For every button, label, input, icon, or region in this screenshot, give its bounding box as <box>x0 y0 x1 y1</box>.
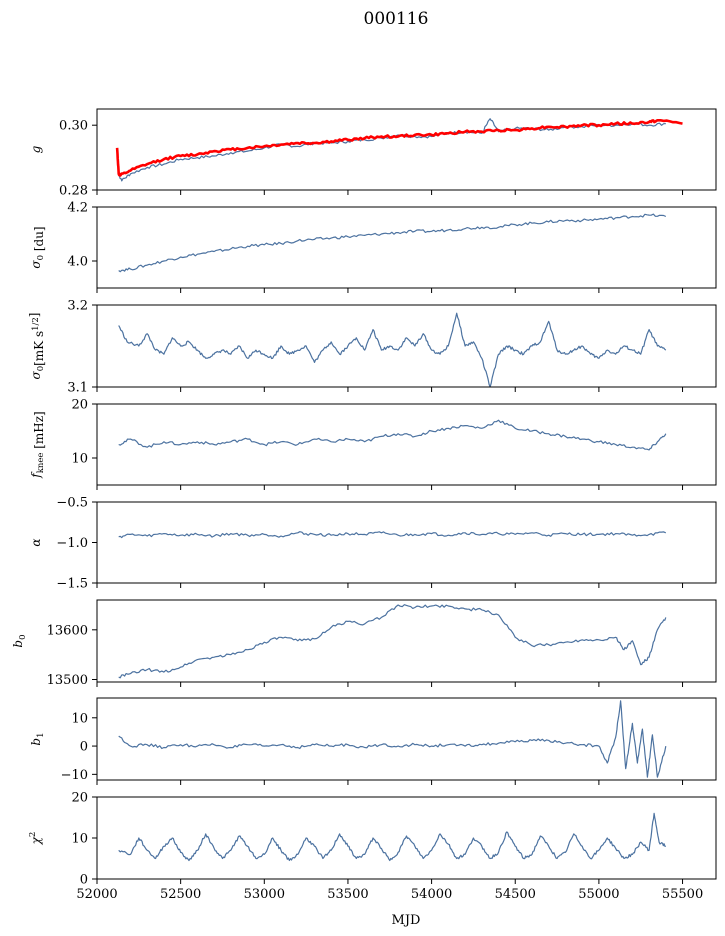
y-axis-label: b0 <box>11 634 28 647</box>
series-group <box>118 213 667 273</box>
subplot-b1: −10 0 10 b1 <box>29 697 717 785</box>
series-line-0 <box>118 419 667 451</box>
y-tick-label: 10 <box>71 711 88 726</box>
series-group <box>118 700 667 778</box>
subplot-chi2: 0 10 20 52000 52500 53000 53500 54000 54500 55000… <box>28 791 717 902</box>
subplot-g: 0.28 0.30 g <box>29 108 717 199</box>
y-tick-label: 10 <box>71 832 88 847</box>
series-line-0 <box>118 312 667 387</box>
series-group <box>115 118 683 182</box>
figure-title: 000116 <box>364 9 429 29</box>
series-group <box>118 812 666 862</box>
y-tick-label: 4.0 <box>67 255 88 270</box>
axes-frame <box>96 796 717 880</box>
axes-frame <box>96 206 717 289</box>
axes-frame <box>96 501 717 584</box>
series-group <box>118 604 667 679</box>
x-tick-label: 53500 <box>327 887 368 902</box>
y-tick-label: 0 <box>80 740 88 755</box>
x-tick-label: 53000 <box>244 887 285 902</box>
y-axis-label: σ0[mK s1/2] <box>27 313 46 380</box>
y-tick-label: 3.2 <box>67 299 88 314</box>
y-tick-label: 13500 <box>47 673 88 688</box>
series-line-0 <box>118 812 666 862</box>
x-tick-label: 54500 <box>495 887 536 902</box>
y-tick-label: −10 <box>61 768 88 783</box>
axes-frame <box>96 304 717 388</box>
x-tick-label: 55000 <box>578 887 619 902</box>
series-group <box>118 531 667 539</box>
axes-frame <box>96 403 717 486</box>
x-tick-label: 54000 <box>411 887 452 902</box>
y-tick-label: 20 <box>71 398 88 413</box>
y-tick-label: 4.2 <box>67 201 88 216</box>
subplot-sigma0_du: 4.0 4.2 σ0 [du] <box>29 201 717 293</box>
y-axis-label: α <box>29 538 43 546</box>
y-tick-label: −0.5 <box>56 496 88 511</box>
y-tick-label: 0 <box>80 873 88 888</box>
axes-frame <box>96 599 717 683</box>
x-tick-label: 52500 <box>160 887 201 902</box>
series-group <box>118 419 667 451</box>
axes-frame <box>96 697 717 781</box>
subplot-alpha: −1.5 −1.0 −0.5 α <box>29 496 717 592</box>
y-tick-label: −1.5 <box>56 577 88 592</box>
subplot-sigma0_mk: 3.1 3.2 σ0[mK s1/2] <box>27 299 717 396</box>
series-line-0 <box>118 700 667 778</box>
series-line-0 <box>118 118 666 182</box>
y-axis-label: g <box>29 145 43 153</box>
series-group <box>118 312 667 387</box>
x-tick-label: 55500 <box>662 887 703 902</box>
y-tick-label: 3.1 <box>67 381 88 396</box>
y-tick-label: 10 <box>71 452 88 467</box>
subplot-b0: 13500 13600 b0 <box>11 599 717 688</box>
axes-frame <box>96 108 717 191</box>
y-axis-label: fknee [mHz] <box>29 411 46 478</box>
y-tick-label: 0.28 <box>59 184 88 199</box>
x-tick-label: 52000 <box>76 887 117 902</box>
x-axis-label: MJD <box>392 913 421 928</box>
y-axis-label: b1 <box>29 732 46 745</box>
y-tick-label: −1.0 <box>56 536 88 551</box>
series-line-1 <box>115 119 683 177</box>
series-line-0 <box>118 604 667 679</box>
series-line-0 <box>118 531 667 539</box>
y-tick-label: 20 <box>71 791 88 806</box>
series-line-0 <box>118 213 667 273</box>
y-axis-label: χ2 <box>28 832 43 846</box>
subplot-stack: 0.28 0.30 g 4.0 4.2 σ0 [du] 3.1 3.2 σ0[mK s1/2] 1… <box>11 108 717 902</box>
y-tick-label: 13600 <box>47 623 88 638</box>
subplot-fknee: 10 20 fknee [mHz] <box>29 398 717 490</box>
y-axis-label: σ0 [du] <box>29 226 46 268</box>
y-tick-label: 0.30 <box>59 119 88 134</box>
